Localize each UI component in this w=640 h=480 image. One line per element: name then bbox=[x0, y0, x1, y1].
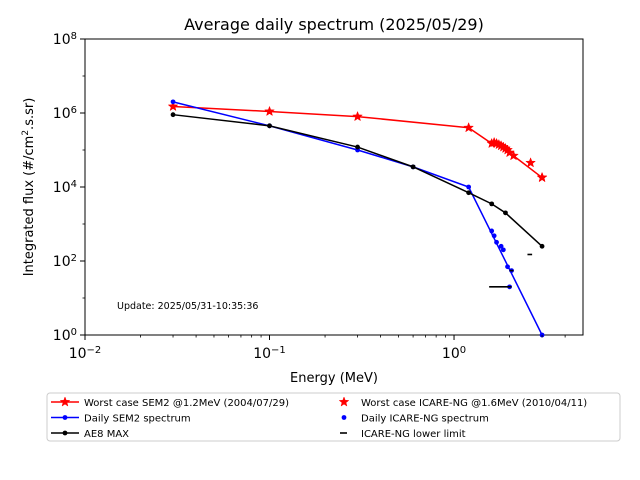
y-axis-label-tail: .s.sr) bbox=[22, 98, 37, 130]
y-tick-label-exp: 8 bbox=[71, 31, 77, 42]
legend-item: ICARE-NG lower limit bbox=[340, 429, 466, 440]
series-group bbox=[170, 112, 545, 249]
y-tick-label-base: 10 bbox=[53, 180, 71, 196]
data-point bbox=[491, 233, 497, 239]
data-point bbox=[355, 144, 360, 150]
data-point bbox=[410, 164, 416, 170]
data-point bbox=[505, 264, 510, 270]
legend-item: Worst case SEM2 @1.2MeV (2004/07/29) bbox=[51, 396, 289, 409]
data-point bbox=[536, 171, 548, 183]
legend-item: AE8 MAX bbox=[51, 429, 129, 440]
data-point bbox=[466, 184, 472, 190]
data-point bbox=[500, 247, 506, 253]
y-axis-label: Integrated flux (#/cm2.s.sr) bbox=[21, 98, 37, 277]
y-tick-label: 102 bbox=[53, 253, 77, 271]
x-tick-label-base: 10 bbox=[253, 346, 271, 362]
x-tick-label-exp: −1 bbox=[271, 345, 286, 356]
series-group bbox=[525, 157, 548, 183]
series-line bbox=[172, 113, 543, 247]
series-group bbox=[489, 228, 514, 290]
data-point bbox=[167, 100, 179, 112]
series-group bbox=[167, 100, 548, 183]
legend-label: Daily ICARE-NG spectrum bbox=[361, 414, 489, 425]
legend-label: AE8 MAX bbox=[84, 429, 129, 440]
x-tick-label-base: 10 bbox=[69, 346, 87, 362]
y-tick-label-exp: 6 bbox=[71, 105, 77, 116]
legend-item: Worst case ICARE-NG @1.6MeV (2010/04/11) bbox=[338, 396, 587, 409]
data-point bbox=[264, 105, 275, 117]
legend-swatch-marker bbox=[59, 396, 71, 407]
data-point bbox=[494, 239, 499, 245]
y-tick-label-exp: 0 bbox=[71, 327, 77, 338]
legend-label: Daily SEM2 spectrum bbox=[84, 414, 191, 425]
legend-swatch-marker bbox=[341, 415, 347, 420]
y-tick-label-exp: 4 bbox=[71, 179, 77, 190]
legend-swatch-marker bbox=[62, 415, 68, 420]
legend-swatch-marker bbox=[62, 430, 68, 436]
y-tick-label-exp: 2 bbox=[71, 253, 77, 264]
y-tick-label-base: 10 bbox=[53, 106, 71, 122]
data-point bbox=[539, 243, 545, 249]
data-point bbox=[170, 112, 176, 118]
y-tick-label-base: 10 bbox=[53, 328, 71, 344]
legend-swatch-marker bbox=[338, 396, 350, 407]
legend-label: Worst case ICARE-NG @1.6MeV (2010/04/11) bbox=[361, 398, 587, 409]
y-tick-label: 106 bbox=[53, 105, 77, 123]
y-axis-label-sup: 2 bbox=[21, 130, 31, 136]
x-tick-label-exp: −2 bbox=[87, 345, 102, 356]
data-point bbox=[489, 228, 495, 234]
data-point bbox=[352, 110, 363, 122]
data-point bbox=[267, 123, 272, 129]
y-tick-label: 108 bbox=[53, 31, 77, 49]
legend-item: Daily SEM2 spectrum bbox=[51, 414, 191, 425]
legend-box bbox=[46, 392, 621, 442]
chart-title: Average daily spectrum (2025/05/29) bbox=[184, 15, 484, 34]
data-point bbox=[498, 243, 504, 249]
x-tick-label: 100 bbox=[442, 345, 466, 363]
x-tick-label-base: 10 bbox=[442, 346, 460, 362]
data-point bbox=[503, 210, 508, 216]
series-line bbox=[172, 101, 543, 336]
legend-label: Worst case SEM2 @1.2MeV (2004/07/29) bbox=[84, 398, 289, 409]
data-point bbox=[508, 150, 519, 161]
x-axis-label: Energy (MeV) bbox=[290, 371, 378, 386]
series-group bbox=[489, 253, 533, 288]
plot-frame bbox=[84, 38, 584, 336]
legend-label: ICARE-NG lower limit bbox=[361, 429, 466, 440]
x-tick-label-exp: 0 bbox=[460, 345, 466, 356]
y-tick-label: 104 bbox=[53, 179, 77, 197]
y-tick-label: 100 bbox=[53, 327, 77, 345]
update-annotation: Update: 2025/05/31-10:35:36 bbox=[117, 301, 258, 312]
data-point bbox=[466, 190, 472, 196]
y-axis-label-main: Integrated flux (#/cm bbox=[22, 136, 37, 277]
legend-item: Daily ICARE-NG spectrum bbox=[341, 414, 489, 425]
x-tick-label: 10−1 bbox=[253, 345, 286, 363]
data-point bbox=[489, 201, 495, 207]
data-point bbox=[525, 157, 537, 168]
y-tick-label-base: 10 bbox=[53, 32, 71, 48]
y-tick-label-base: 10 bbox=[53, 254, 71, 270]
data-point bbox=[170, 99, 176, 105]
x-tick-label: 10−2 bbox=[69, 345, 102, 363]
data-point bbox=[463, 122, 475, 133]
